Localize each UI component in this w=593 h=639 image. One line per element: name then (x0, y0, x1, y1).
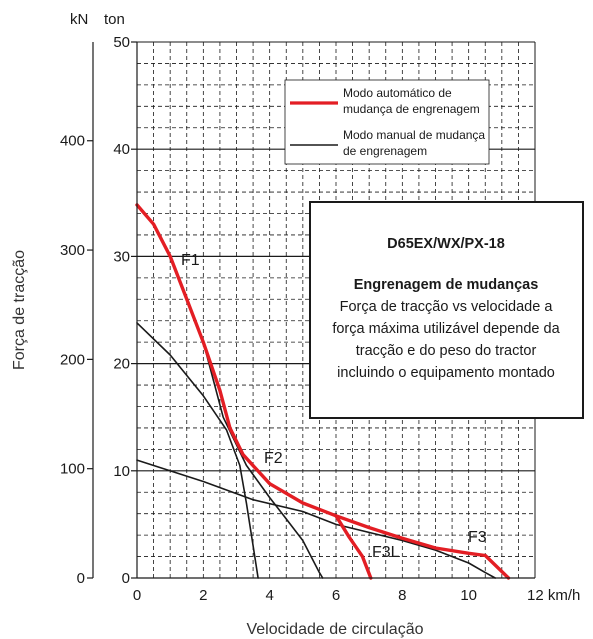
legend-label-automatic-line2: mudança de engrenagem (343, 102, 480, 116)
y-tick-label-kn: 200 (60, 351, 85, 368)
gear-label-f2: F2 (264, 450, 283, 467)
x-tick-label: 12 km/h (527, 587, 580, 604)
y-tick-label-ton: 10 (113, 463, 130, 480)
series-lines (135, 203, 511, 580)
gear-label-f3: F3 (468, 529, 487, 546)
y-tick-label-kn: 0 (77, 570, 85, 587)
x-tick-label: 2 (199, 587, 207, 604)
legend-label-automatic-line1: Modo automático de (343, 86, 452, 100)
info-box: D65EX/WX/PX-18 Engrenagem de mudanças Fo… (309, 201, 584, 419)
y-tick-label-ton: 20 (113, 356, 130, 373)
x-axis-title: Velocidade de circulação (246, 621, 423, 638)
gear-label-f1: F1 (181, 252, 200, 269)
series-line-manual (136, 322, 259, 579)
info-box-line-3: tracção e do peso do tractor (356, 343, 537, 359)
legend: Modo automático de mudança de engrenagem… (284, 79, 490, 165)
y-tick-label-kn: 100 (60, 461, 85, 478)
y-tick-label-ton: 50 (113, 34, 130, 51)
info-box-line-4: incluindo o equipamento montado (337, 365, 555, 381)
y-axis-title: Força de tracção (11, 250, 28, 370)
x-tick-label: 10 (460, 587, 477, 604)
info-box-line-1: Força de tracção vs velocidade a (340, 299, 554, 315)
info-box-frame (309, 201, 584, 419)
y-tick-label-kn: 300 (60, 242, 85, 259)
y-tick-label-ton: 30 (113, 248, 130, 265)
series-line-automatic (135, 203, 511, 580)
legend-label-manual-line2: de engrenagem (343, 144, 427, 158)
unit-ton-label: ton (104, 11, 125, 28)
info-box-subtitle: Engrenagem de mudanças (354, 277, 539, 293)
legend-label-manual-line1: Modo manual de mudança (343, 128, 485, 142)
x-tick-label: 6 (332, 587, 340, 604)
x-tick-label: 4 (265, 587, 273, 604)
unit-kn-label: kN (70, 11, 88, 28)
x-tick-label: 0 (133, 587, 141, 604)
series-line-manual (202, 341, 324, 579)
info-box-title: D65EX/WX/PX-18 (387, 236, 505, 252)
series-line-automatic (334, 514, 373, 580)
y-tick-label-ton: 40 (113, 141, 130, 158)
series-line-manual (136, 459, 496, 579)
legend-box (284, 79, 490, 165)
y-tick-label-ton: 0 (122, 570, 130, 587)
gear-label-f3l: F3L (372, 544, 400, 561)
info-box-line-2: força máxima utilizável depende da (332, 321, 560, 337)
x-tick-label: 8 (398, 587, 406, 604)
y-tick-label-kn: 400 (60, 133, 85, 150)
tick-labels: 0 10 20 30 40 50 0 100 200 300 400 0 2 4 6 8 10 12 km/h (60, 34, 580, 604)
